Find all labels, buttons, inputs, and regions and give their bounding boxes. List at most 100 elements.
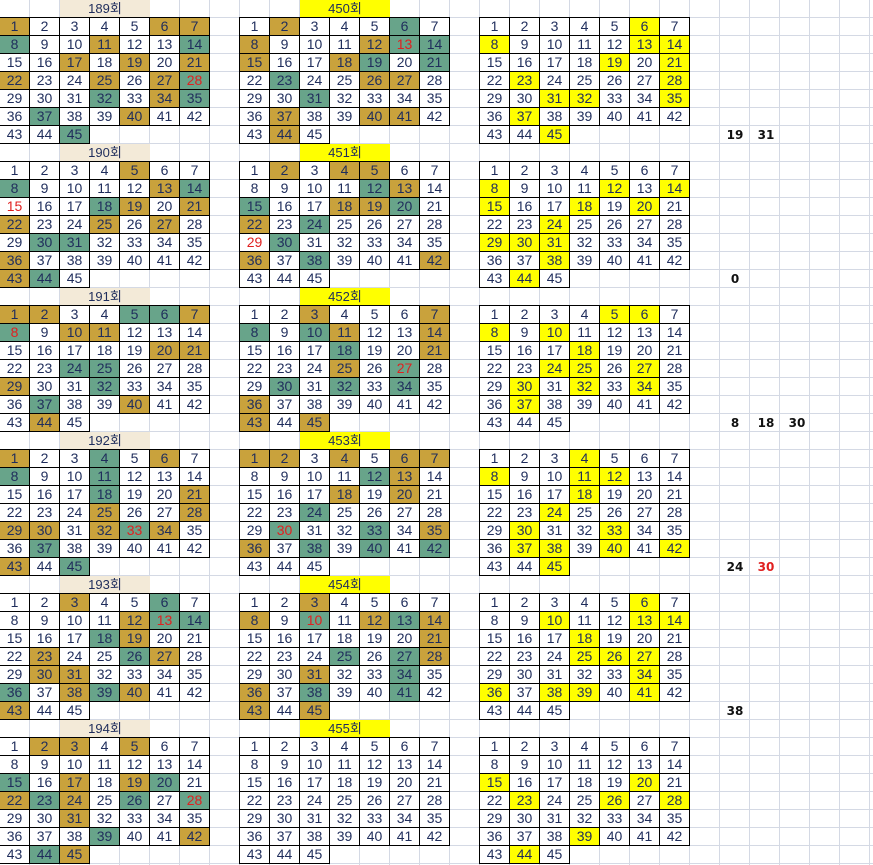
- mid-number-cell[interactable]: 10: [299, 179, 330, 198]
- mid-number-cell[interactable]: 1: [239, 449, 270, 468]
- mid-number-cell[interactable]: 37: [269, 827, 300, 846]
- right-number-cell[interactable]: 14: [659, 755, 690, 774]
- left-number-cell[interactable]: 33: [119, 233, 150, 252]
- right-number-cell[interactable]: 33: [599, 377, 630, 396]
- right-number-cell[interactable]: 42: [659, 827, 690, 846]
- right-number-cell[interactable]: 33: [599, 665, 630, 684]
- left-number-cell[interactable]: 2: [29, 449, 60, 468]
- right-number-cell[interactable]: 44: [509, 125, 540, 144]
- left-number-cell[interactable]: 30: [29, 809, 60, 828]
- mid-number-cell[interactable]: 6: [389, 305, 420, 324]
- right-number-cell[interactable]: 29: [479, 377, 510, 396]
- mid-number-cell[interactable]: 8: [239, 755, 270, 774]
- mid-number-cell[interactable]: 1: [239, 593, 270, 612]
- left-number-cell[interactable]: 3: [59, 449, 90, 468]
- mid-number-cell[interactable]: 15: [239, 341, 270, 360]
- left-number-cell[interactable]: 3: [59, 17, 90, 36]
- left-number-cell[interactable]: 6: [149, 305, 180, 324]
- left-number-cell[interactable]: 43: [0, 125, 30, 144]
- left-number-cell[interactable]: 4: [89, 737, 120, 756]
- mid-number-cell[interactable]: 10: [299, 467, 330, 486]
- right-number-cell[interactable]: 35: [659, 521, 690, 540]
- right-number-cell[interactable]: 15: [479, 485, 510, 504]
- mid-number-cell[interactable]: 36: [239, 107, 270, 126]
- left-number-cell[interactable]: 7: [179, 305, 210, 324]
- right-number-cell[interactable]: 13: [629, 179, 660, 198]
- mid-number-cell[interactable]: 28: [419, 215, 450, 234]
- right-number-cell[interactable]: 27: [629, 791, 660, 810]
- mid-number-cell[interactable]: 44: [269, 557, 300, 576]
- left-number-cell[interactable]: 23: [29, 71, 60, 90]
- right-number-cell[interactable]: 38: [539, 251, 570, 270]
- mid-number-cell[interactable]: 37: [269, 395, 300, 414]
- right-number-cell[interactable]: 28: [659, 791, 690, 810]
- mid-number-cell[interactable]: 39: [329, 107, 360, 126]
- right-number-cell[interactable]: 8: [479, 179, 510, 198]
- right-number-cell[interactable]: 3: [539, 737, 570, 756]
- left-number-cell[interactable]: 39: [89, 395, 120, 414]
- left-number-cell[interactable]: 29: [0, 377, 30, 396]
- left-number-cell[interactable]: 9: [29, 35, 60, 54]
- right-number-cell[interactable]: 2: [509, 593, 540, 612]
- right-number-cell[interactable]: 35: [659, 233, 690, 252]
- right-number-cell[interactable]: 44: [509, 557, 540, 576]
- left-number-cell[interactable]: 35: [179, 665, 210, 684]
- mid-number-cell[interactable]: 34: [389, 89, 420, 108]
- right-number-cell[interactable]: 44: [509, 269, 540, 288]
- left-number-cell[interactable]: 28: [179, 215, 210, 234]
- right-number-cell[interactable]: 3: [539, 305, 570, 324]
- mid-number-cell[interactable]: 2: [269, 305, 300, 324]
- right-number-cell[interactable]: 9: [509, 755, 540, 774]
- right-number-cell[interactable]: 42: [659, 107, 690, 126]
- left-number-cell[interactable]: 17: [59, 629, 90, 648]
- right-number-cell[interactable]: 7: [659, 593, 690, 612]
- mid-number-cell[interactable]: 30: [269, 665, 300, 684]
- left-number-cell[interactable]: 21: [179, 773, 210, 792]
- right-number-cell[interactable]: 7: [659, 17, 690, 36]
- left-number-cell[interactable]: 18: [89, 341, 120, 360]
- mid-number-cell[interactable]: 1: [239, 305, 270, 324]
- side-count-cell[interactable]: 18: [757, 416, 775, 430]
- right-number-cell[interactable]: 24: [539, 791, 570, 810]
- left-number-cell[interactable]: 35: [179, 377, 210, 396]
- left-number-cell[interactable]: 22: [0, 647, 30, 666]
- mid-number-cell[interactable]: 43: [239, 413, 270, 432]
- right-number-cell[interactable]: 44: [509, 413, 540, 432]
- mid-number-cell[interactable]: 10: [299, 323, 330, 342]
- left-number-cell[interactable]: 13: [149, 467, 180, 486]
- left-number-cell[interactable]: 40: [119, 683, 150, 702]
- left-round-header[interactable]: 192회: [60, 432, 150, 450]
- right-number-cell[interactable]: 22: [479, 359, 510, 378]
- right-number-cell[interactable]: 17: [539, 197, 570, 216]
- right-number-cell[interactable]: 22: [479, 503, 510, 522]
- mid-number-cell[interactable]: 2: [269, 737, 300, 756]
- right-number-cell[interactable]: 3: [539, 449, 570, 468]
- right-number-cell[interactable]: 16: [509, 773, 540, 792]
- mid-number-cell[interactable]: 5: [359, 737, 390, 756]
- left-number-cell[interactable]: 44: [29, 125, 60, 144]
- mid-number-cell[interactable]: 30: [269, 89, 300, 108]
- left-number-cell[interactable]: 32: [89, 233, 120, 252]
- right-number-cell[interactable]: 8: [479, 467, 510, 486]
- right-number-cell[interactable]: 30: [509, 89, 540, 108]
- mid-number-cell[interactable]: 23: [269, 71, 300, 90]
- left-number-cell[interactable]: 34: [149, 377, 180, 396]
- right-number-cell[interactable]: 20: [629, 53, 660, 72]
- right-number-cell[interactable]: 32: [569, 377, 600, 396]
- left-number-cell[interactable]: 31: [59, 377, 90, 396]
- right-number-cell[interactable]: 14: [659, 179, 690, 198]
- right-number-cell[interactable]: 5: [599, 17, 630, 36]
- right-number-cell[interactable]: 29: [479, 809, 510, 828]
- left-number-cell[interactable]: 3: [59, 305, 90, 324]
- left-number-cell[interactable]: 31: [59, 665, 90, 684]
- left-number-cell[interactable]: 17: [59, 341, 90, 360]
- right-number-cell[interactable]: 25: [569, 791, 600, 810]
- right-number-cell[interactable]: 2: [509, 449, 540, 468]
- right-number-cell[interactable]: 5: [599, 737, 630, 756]
- mid-number-cell[interactable]: 41: [389, 683, 420, 702]
- mid-number-cell[interactable]: 24: [299, 215, 330, 234]
- left-number-cell[interactable]: 43: [0, 557, 30, 576]
- mid-number-cell[interactable]: 45: [299, 125, 330, 144]
- right-number-cell[interactable]: 30: [509, 521, 540, 540]
- left-number-cell[interactable]: 18: [89, 197, 120, 216]
